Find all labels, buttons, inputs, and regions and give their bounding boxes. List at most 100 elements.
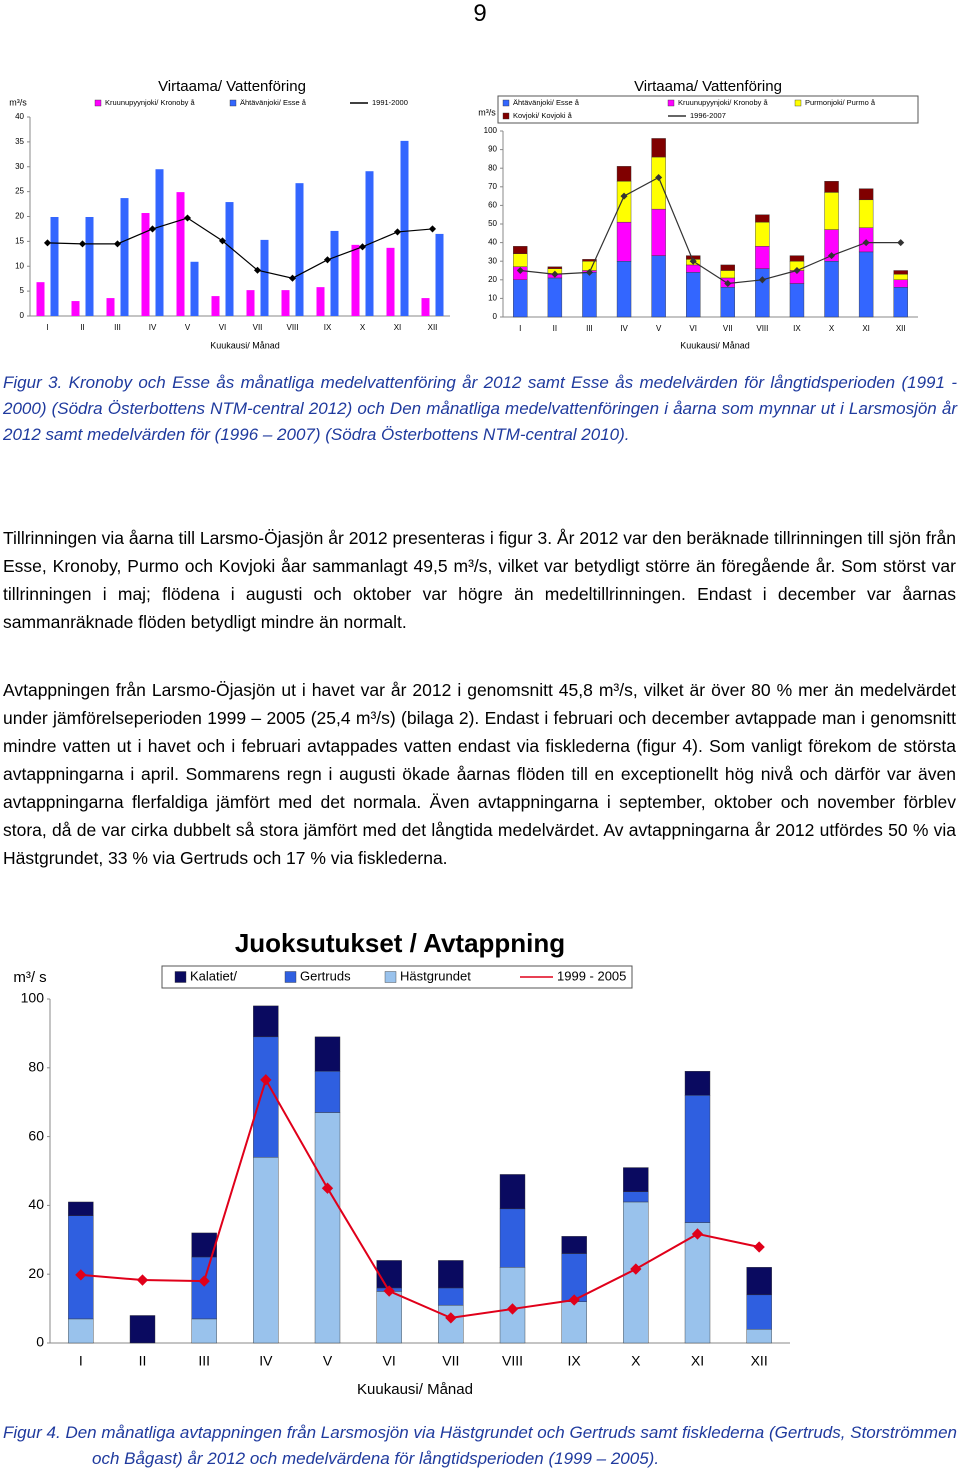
bar-segment bbox=[616, 261, 632, 318]
legend-swatch bbox=[284, 971, 297, 983]
bar-segment bbox=[824, 192, 839, 230]
bar-segment bbox=[623, 1167, 649, 1192]
line-marker bbox=[428, 225, 437, 233]
bar-segment bbox=[191, 1232, 217, 1258]
y-axis-label: m³/s bbox=[478, 107, 496, 117]
line-marker bbox=[383, 1285, 395, 1297]
bar-segment bbox=[755, 268, 770, 318]
bar-segment bbox=[720, 270, 735, 279]
line-marker bbox=[568, 1294, 580, 1306]
x-tick-label: IV bbox=[620, 324, 628, 333]
bar bbox=[330, 230, 339, 316]
line-marker bbox=[321, 1182, 334, 1194]
bar bbox=[421, 298, 430, 316]
y-axis-label: m³/s bbox=[9, 97, 27, 107]
line bbox=[80, 1077, 760, 1319]
line-marker bbox=[183, 214, 192, 222]
x-tick-label: IX bbox=[324, 323, 332, 332]
legend-box bbox=[161, 965, 633, 989]
line-marker bbox=[113, 240, 122, 248]
legend-swatch bbox=[502, 112, 510, 120]
x-tick-label: V bbox=[185, 323, 191, 332]
bar-segment bbox=[858, 188, 874, 201]
bar-segment bbox=[253, 1157, 279, 1344]
x-tick-label: IV bbox=[149, 323, 157, 332]
x-axis-label: Kuukausi/ Månad bbox=[210, 340, 280, 350]
bar bbox=[36, 282, 45, 316]
legend-swatch bbox=[174, 971, 187, 983]
bar-segment bbox=[755, 221, 770, 247]
legend-swatch bbox=[502, 99, 510, 107]
x-tick-label: VII bbox=[442, 1353, 459, 1369]
y-tick-label: 35 bbox=[15, 137, 24, 146]
legend-label: Kruunupyynjoki/ Kronoby å bbox=[105, 98, 195, 107]
x-tick-label: XII bbox=[428, 323, 438, 332]
bar-segment bbox=[893, 279, 908, 288]
y-tick-label: 60 bbox=[488, 201, 497, 210]
bar bbox=[351, 244, 360, 316]
bar-segment bbox=[789, 283, 805, 318]
line-marker bbox=[323, 256, 332, 264]
bar-segment bbox=[582, 259, 597, 262]
legend-label: Ähtävänjoki/ Esse å bbox=[240, 98, 307, 107]
x-tick-label: I bbox=[519, 324, 521, 333]
x-axis-label: Kuukausi/ Månad bbox=[357, 1381, 473, 1398]
figure-caption: Figur 3. Kronoby och Esse ås månatliga m… bbox=[3, 373, 957, 444]
bar bbox=[106, 298, 115, 316]
y-tick-label: 30 bbox=[15, 162, 24, 171]
legend-swatch bbox=[667, 99, 675, 107]
line-marker bbox=[148, 225, 157, 233]
legend-label: Kovjoki/ Kovjoki å bbox=[513, 111, 573, 120]
x-tick-label: XI bbox=[691, 1353, 704, 1369]
line-marker bbox=[253, 266, 262, 274]
bar bbox=[190, 261, 199, 316]
line-marker bbox=[393, 228, 402, 236]
bar-segment bbox=[684, 1071, 711, 1096]
x-tick-label: IX bbox=[568, 1353, 582, 1369]
bar bbox=[176, 192, 185, 316]
bar-segment bbox=[858, 199, 874, 228]
bar-segment bbox=[68, 1201, 94, 1216]
line-marker bbox=[828, 252, 836, 260]
bar bbox=[386, 247, 395, 316]
y-tick-label: 100 bbox=[484, 126, 498, 135]
line-marker bbox=[753, 1241, 765, 1253]
x-tick-label: II bbox=[553, 324, 557, 333]
bar-segment bbox=[547, 266, 563, 269]
bar bbox=[155, 169, 164, 316]
x-tick-label: VIII bbox=[286, 323, 298, 332]
bar-segment bbox=[616, 166, 632, 182]
bar-segment bbox=[191, 1256, 217, 1320]
bar bbox=[316, 287, 325, 316]
bar-segment bbox=[376, 1260, 402, 1289]
y-tick-label: 80 bbox=[28, 1059, 44, 1075]
y-tick-label: 20 bbox=[28, 1265, 44, 1281]
figure-caption: Figur 4. Den månatliga avtappningen från… bbox=[3, 1423, 957, 1468]
x-tick-label: I bbox=[79, 1353, 83, 1369]
legend-label: 1996-2007 bbox=[690, 111, 726, 120]
bar bbox=[120, 198, 129, 316]
x-tick-label: I bbox=[46, 323, 48, 332]
bar-segment bbox=[858, 251, 874, 318]
bar-segment bbox=[499, 1208, 526, 1268]
x-tick-label: III bbox=[114, 323, 121, 332]
bar-segment bbox=[893, 287, 908, 318]
line-marker bbox=[655, 173, 663, 182]
x-tick-label: V bbox=[323, 1353, 333, 1369]
x-tick-label: X bbox=[829, 324, 835, 333]
y-tick-label: 20 bbox=[488, 275, 497, 284]
y-tick-label: 40 bbox=[28, 1196, 44, 1212]
y-tick-label: 80 bbox=[488, 163, 497, 172]
legend-label: 1991-2000 bbox=[372, 98, 408, 107]
bar-segment bbox=[789, 255, 805, 262]
bar-segment bbox=[438, 1287, 464, 1306]
x-axis-label: Kuukausi/ Månad bbox=[680, 340, 750, 350]
page-number: 9 bbox=[473, 0, 487, 27]
x-tick-label: XII bbox=[896, 324, 906, 333]
line bbox=[520, 176, 901, 285]
line-marker bbox=[43, 239, 52, 247]
y-tick-label: 10 bbox=[15, 261, 24, 270]
bar-segment bbox=[438, 1304, 464, 1344]
y-tick-label: 15 bbox=[15, 236, 24, 245]
